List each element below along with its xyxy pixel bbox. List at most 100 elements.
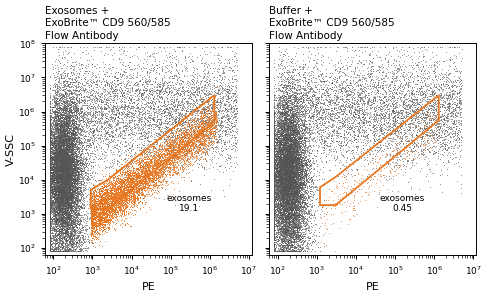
Point: [383, 103, 391, 108]
Point: [415, 187, 423, 192]
Point: [149, 187, 157, 192]
Point: [282, 162, 290, 167]
Point: [359, 142, 366, 147]
Point: [280, 170, 287, 175]
Point: [278, 175, 285, 179]
Point: [395, 91, 403, 96]
Point: [358, 120, 366, 125]
Point: [308, 113, 316, 117]
Point: [63, 163, 71, 167]
Point: [45, 210, 53, 215]
Point: [302, 162, 310, 167]
Point: [48, 133, 56, 138]
Point: [313, 86, 321, 91]
Point: [270, 180, 278, 185]
Point: [46, 150, 54, 155]
Point: [67, 210, 75, 215]
Point: [270, 160, 278, 165]
Point: [69, 160, 77, 164]
Point: [400, 99, 407, 104]
Point: [58, 115, 66, 119]
Point: [163, 54, 171, 59]
Point: [48, 194, 56, 199]
Point: [62, 184, 70, 188]
Point: [69, 202, 77, 207]
Point: [293, 242, 301, 247]
Point: [61, 249, 68, 254]
Point: [284, 135, 291, 139]
Point: [133, 196, 141, 201]
Point: [213, 112, 221, 117]
Point: [287, 118, 295, 123]
Point: [89, 185, 97, 190]
Point: [46, 128, 54, 133]
Point: [277, 202, 285, 207]
Point: [183, 148, 190, 153]
Point: [392, 142, 400, 147]
Point: [67, 182, 75, 187]
Point: [100, 209, 107, 214]
Point: [293, 221, 301, 225]
Point: [57, 203, 64, 208]
Point: [276, 174, 284, 179]
Point: [54, 147, 62, 152]
Point: [59, 159, 66, 164]
Point: [285, 186, 293, 191]
Point: [346, 102, 354, 106]
Point: [45, 164, 53, 169]
Point: [58, 235, 65, 240]
Point: [67, 157, 75, 162]
Point: [289, 179, 297, 183]
Point: [291, 154, 299, 159]
Point: [53, 206, 61, 210]
Point: [97, 226, 105, 231]
Point: [45, 190, 53, 195]
Point: [57, 244, 64, 249]
Point: [120, 111, 127, 115]
Point: [72, 130, 80, 134]
Point: [109, 191, 117, 196]
Point: [274, 168, 282, 173]
Point: [94, 204, 102, 209]
Point: [429, 89, 437, 94]
Point: [47, 111, 55, 115]
Point: [321, 139, 328, 144]
Point: [65, 234, 73, 238]
Point: [78, 242, 86, 247]
Point: [272, 237, 280, 242]
Point: [208, 126, 216, 131]
Point: [66, 189, 74, 193]
Point: [426, 123, 433, 128]
Point: [65, 156, 73, 161]
Point: [61, 181, 69, 186]
Point: [54, 219, 61, 224]
Point: [68, 181, 76, 186]
Point: [121, 182, 129, 187]
Point: [270, 164, 278, 168]
Point: [66, 169, 74, 173]
Point: [76, 147, 84, 152]
Point: [290, 174, 298, 179]
Point: [89, 207, 97, 212]
Point: [103, 198, 111, 203]
Point: [64, 216, 72, 221]
Point: [153, 156, 161, 161]
Point: [188, 118, 196, 122]
Point: [415, 86, 423, 90]
Point: [118, 202, 126, 207]
Point: [286, 143, 294, 148]
Point: [71, 196, 79, 201]
Point: [412, 137, 420, 142]
Point: [386, 103, 394, 108]
Point: [279, 157, 286, 162]
Point: [59, 191, 66, 196]
Point: [310, 237, 318, 241]
Point: [187, 119, 195, 124]
Point: [286, 179, 294, 183]
Point: [59, 197, 66, 202]
Point: [138, 110, 145, 115]
Point: [139, 87, 146, 92]
Point: [185, 134, 193, 139]
Point: [120, 190, 128, 194]
Point: [97, 197, 105, 201]
